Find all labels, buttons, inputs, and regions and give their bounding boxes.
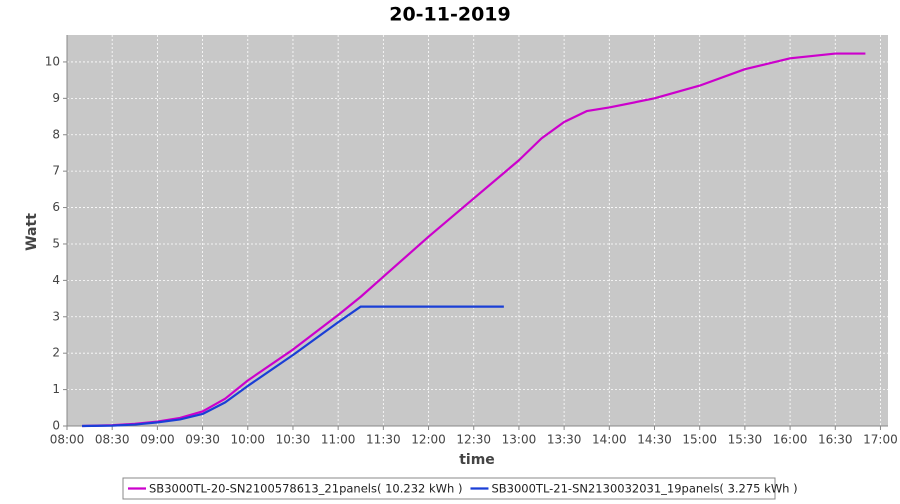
series-line bbox=[82, 305, 504, 428]
x-tick-label: 17:00 bbox=[863, 433, 898, 447]
legend-label: SB3000TL-20-SN2100578613_21panels( 10.23… bbox=[149, 482, 462, 496]
x-tick-label: 09:00 bbox=[140, 433, 175, 447]
x-tick-label: 16:00 bbox=[773, 433, 808, 447]
y-tick-label: 9 bbox=[52, 91, 60, 105]
y-tick-label: 7 bbox=[52, 164, 60, 178]
x-tick-label: 15:00 bbox=[682, 433, 717, 447]
y-tick-label: 8 bbox=[52, 127, 60, 141]
y-tick-label: 5 bbox=[52, 236, 60, 250]
x-tick-label: 12:30 bbox=[456, 433, 491, 447]
x-tick-label: 08:00 bbox=[50, 433, 85, 447]
y-tick-label: 1 bbox=[52, 382, 60, 396]
y-tick-label: 2 bbox=[52, 346, 60, 360]
x-tick-label: 13:30 bbox=[547, 433, 582, 447]
x-tick-label: 10:30 bbox=[276, 433, 311, 447]
chart-title: 20-11-2019 bbox=[389, 4, 511, 26]
x-tick-label: 09:30 bbox=[185, 433, 220, 447]
x-tick-label: 12:00 bbox=[411, 433, 446, 447]
legend-label: SB3000TL-21-SN2130032031_19panels( 3.275… bbox=[491, 482, 797, 496]
x-tick-label: 11:30 bbox=[366, 433, 401, 447]
x-tick-label: 08:30 bbox=[95, 433, 130, 447]
y-tick-label: 0 bbox=[52, 419, 60, 433]
x-tick-label: 13:00 bbox=[502, 433, 537, 447]
plot-area bbox=[67, 35, 888, 426]
x-tick-label: 16:30 bbox=[818, 433, 853, 447]
y-tick-label: 6 bbox=[52, 200, 60, 214]
x-tick-label: 14:30 bbox=[637, 433, 672, 447]
y-tick-label: 3 bbox=[52, 309, 60, 323]
x-tick-label: 10:00 bbox=[230, 433, 265, 447]
x-tick-label: 11:00 bbox=[321, 433, 356, 447]
y-axis-label: Watt bbox=[24, 213, 40, 251]
x-tick-label: 15:30 bbox=[728, 433, 763, 447]
series-line bbox=[82, 52, 866, 428]
legend bbox=[122, 477, 776, 500]
x-tick-label: 14:00 bbox=[592, 433, 627, 447]
y-tick-label: 4 bbox=[52, 273, 60, 287]
y-tick-label: 10 bbox=[45, 54, 60, 68]
x-axis-label: time bbox=[459, 452, 495, 468]
